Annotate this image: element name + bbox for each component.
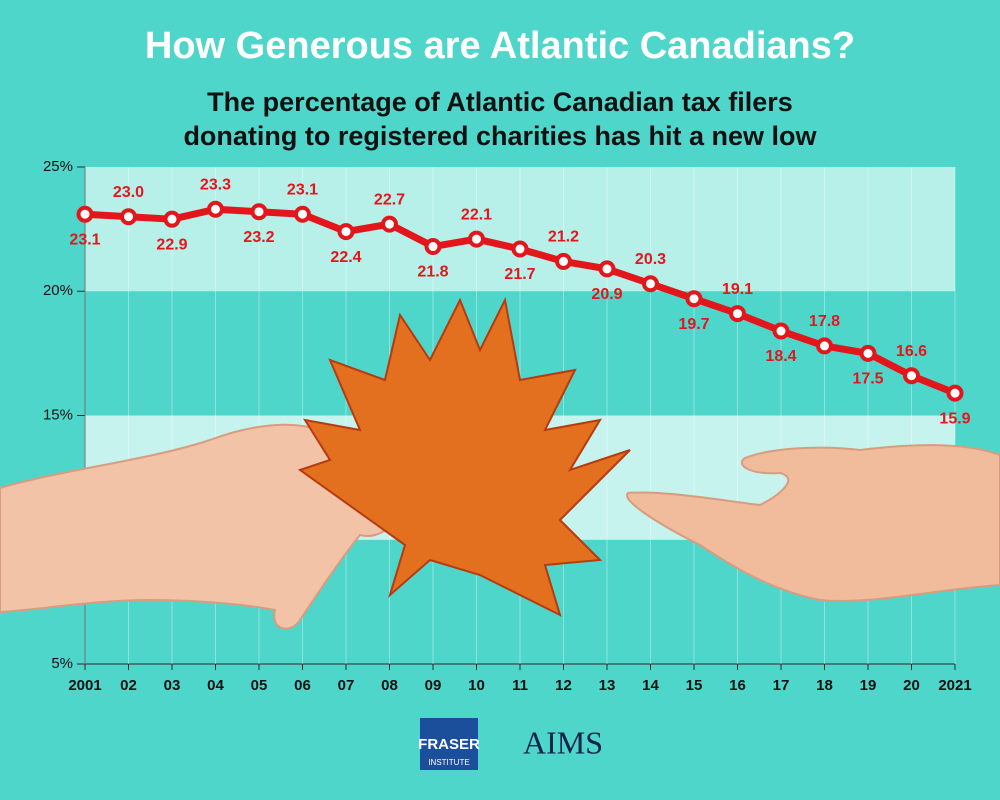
data-label: 16.6 — [896, 343, 927, 360]
subtitle-line: The percentage of Atlantic Canadian tax … — [207, 87, 793, 117]
data-point — [816, 337, 833, 355]
data-point — [511, 240, 529, 258]
data-label: 23.1 — [69, 231, 100, 248]
logo-box — [420, 718, 478, 770]
subtitle-line: donating to registered charities has hit… — [183, 121, 817, 151]
x-tick-label: 15 — [686, 677, 703, 694]
x-tick-label: 13 — [599, 677, 616, 694]
data-point — [250, 203, 268, 221]
data-point — [642, 275, 659, 293]
x-tick-label: 12 — [555, 677, 572, 694]
logo-text: INSTITUTE — [428, 758, 469, 767]
chart-title: How Generous are Atlantic Canadians? — [145, 25, 855, 67]
data-label: 22.9 — [156, 236, 187, 253]
data-label: 21.7 — [504, 266, 535, 283]
data-label: 21.2 — [548, 229, 579, 246]
y-tick-label: 5% — [51, 655, 73, 672]
x-tick-label: 04 — [207, 677, 224, 694]
data-point — [424, 238, 442, 256]
x-tick-label: 06 — [294, 677, 311, 694]
data-point — [903, 367, 920, 385]
data-label: 23.2 — [243, 229, 274, 246]
data-point — [772, 322, 790, 340]
x-tick-label: 19 — [860, 677, 877, 694]
data-point — [685, 290, 703, 308]
data-label: 19.1 — [722, 281, 753, 298]
data-point — [468, 230, 485, 248]
x-tick-label: 20 — [903, 677, 920, 694]
x-tick-label: 17 — [773, 677, 790, 694]
plot: 23.1 23.0 22.9 23.3 23.2 23.1 22.4 22.7 21.8 22.1… — [69, 176, 970, 427]
data-point — [120, 208, 137, 226]
illustration — [0, 296, 1000, 630]
data-point — [729, 305, 746, 323]
data-label: 17.8 — [809, 313, 840, 330]
data-point — [381, 215, 398, 233]
data-label: 23.3 — [200, 176, 231, 193]
data-point — [294, 205, 311, 223]
data-label: 17.5 — [852, 371, 883, 388]
data-point — [163, 210, 181, 228]
data-label: 23.0 — [113, 184, 144, 201]
x-tick-label: 08 — [381, 677, 398, 694]
fraser-logo: FRASER INSTITUTE — [418, 718, 480, 770]
data-label: 21.8 — [417, 264, 448, 281]
data-label: 20.3 — [635, 251, 666, 268]
x-tick-label: 14 — [642, 677, 659, 694]
x-tick-label: 11 — [512, 677, 528, 694]
data-point — [859, 344, 877, 362]
data-label: 22.4 — [330, 249, 361, 266]
x-tick-label: 2021 — [938, 677, 971, 694]
data-point — [76, 205, 94, 223]
grid: 5% 15% 20% 25% 2001 02 03 04 05 06 07 08 09 10 11 12 13 1… — [43, 158, 972, 694]
aims-logo: AIMS — [523, 724, 603, 760]
data-point — [207, 200, 224, 218]
data-label: 23.1 — [287, 181, 318, 198]
data-label: 18.4 — [765, 348, 796, 365]
data-label: 19.7 — [678, 316, 709, 333]
x-tick-label: 10 — [468, 677, 485, 694]
x-tick-label: 02 — [120, 677, 137, 694]
logo-text: FRASER — [418, 736, 480, 753]
x-tick-label: 05 — [251, 677, 268, 694]
x-tick-label: 18 — [816, 677, 833, 694]
data-point — [598, 260, 616, 278]
x-tick-label: 03 — [164, 677, 181, 694]
x-tick-label: 09 — [425, 677, 442, 694]
data-label: 22.7 — [374, 191, 405, 208]
x-tick-label: 16 — [729, 677, 746, 694]
maple-leaf — [297, 296, 631, 617]
x-tick-label: 2001 — [68, 677, 101, 694]
data-label: 22.1 — [461, 206, 492, 223]
y-tick-label: 20% — [43, 282, 73, 299]
y-tick-label: 15% — [43, 406, 73, 423]
data-point — [946, 384, 964, 402]
band — [85, 167, 955, 292]
right-hand — [625, 444, 1000, 603]
data-label: 15.9 — [939, 410, 970, 427]
data-point — [337, 223, 355, 241]
data-point — [555, 252, 572, 270]
x-tick-label: 07 — [338, 677, 355, 694]
y-tick-label: 25% — [43, 158, 73, 175]
data-label: 20.9 — [591, 286, 622, 303]
left-hand — [0, 423, 397, 630]
